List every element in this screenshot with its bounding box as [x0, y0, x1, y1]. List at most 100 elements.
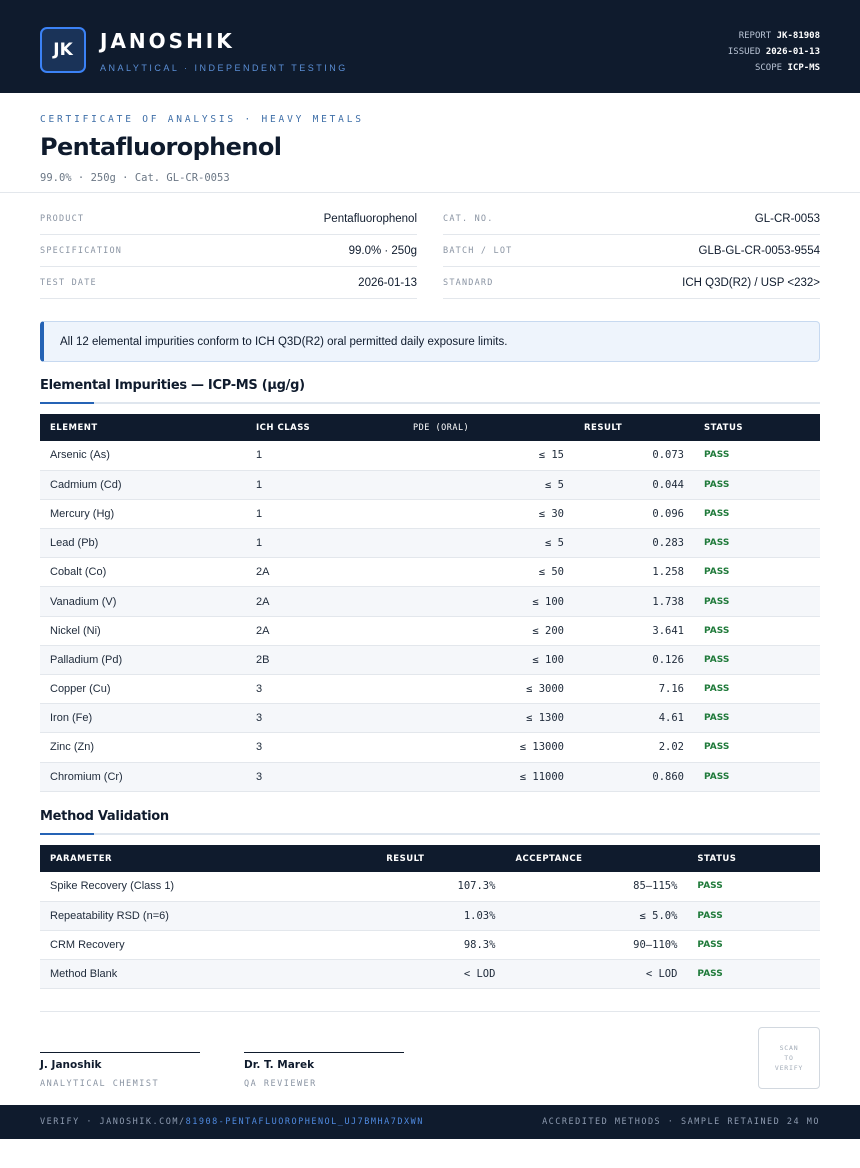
info-row: CAT. NO. GL-CR-0053: [443, 203, 820, 235]
signatory-name: Dr. T. Marek: [244, 1059, 315, 1071]
table-row: Arsenic (As) 1 ≤ 15 0.073 PASS: [40, 441, 820, 471]
info-row: STANDARD ICH Q3D(R2) / USP <232>: [443, 267, 820, 299]
element-cell: Lead (Pb): [40, 528, 246, 559]
verify-qr-placeholder[interactable]: SCAN TO VERIFY: [758, 1027, 820, 1089]
table-row: Copper (Cu) 3 ≤ 3000 7.16 PASS: [40, 674, 820, 705]
status-cell: PASS: [694, 499, 820, 530]
verify-link[interactable]: 81908-PENTAFLUOROPHENOL_UJ7BMHA7DXWN: [185, 1117, 424, 1127]
status-cell: PASS: [687, 901, 820, 931]
info-row: SPECIFICATION 99.0% · 250g: [40, 235, 417, 267]
pde-cell: ≤ 3000: [403, 674, 574, 705]
column-header: ACCEPTANCE: [515, 853, 583, 864]
result-cell: 0.073: [574, 441, 694, 471]
report-header: JK JANOSHIK ANALYTICAL · INDEPENDENT TES…: [0, 0, 860, 93]
pde-cell: ≤ 5: [403, 470, 574, 500]
table-row: Mercury (Hg) 1 ≤ 30 0.096 PASS: [40, 499, 820, 530]
section-rule-accent: [40, 402, 94, 404]
table-row: Cadmium (Cd) 1 ≤ 5 0.044 PASS: [40, 470, 820, 500]
status-cell: PASS: [694, 645, 820, 676]
report-meta: REPORT JK-81908 ISSUED 2026-01-13 SCOPE …: [728, 28, 820, 76]
brand-tagline: ANALYTICAL · INDEPENDENT TESTING: [100, 63, 348, 73]
status-cell: PASS: [694, 586, 820, 617]
status-cell: PASS: [694, 557, 820, 588]
table-row: Chromium (Cr) 3 ≤ 11000 0.860 PASS: [40, 762, 820, 792]
signature-divider: [40, 1011, 820, 1012]
status-cell: PASS: [687, 872, 820, 902]
result-cell: 1.03%: [328, 901, 506, 931]
column-header: RESULT: [386, 853, 425, 864]
table-row: Zinc (Zn) 3 ≤ 13000 2.02 PASS: [40, 732, 820, 763]
column-header: RESULT: [584, 422, 623, 433]
column-header: STATUS: [697, 853, 737, 864]
signature-block: Dr. T. Marek QA REVIEWER: [244, 1052, 404, 1089]
section-rule-accent: [40, 833, 94, 835]
brand-logo: JK: [40, 27, 86, 73]
table-row: Palladium (Pd) 2B ≤ 100 0.126 PASS: [40, 645, 820, 676]
table-row: Vanadium (V) 2A ≤ 100 1.738 PASS: [40, 586, 820, 617]
info-label: BATCH / LOT: [443, 245, 513, 256]
element-cell: Nickel (Ni): [40, 616, 246, 646]
table-row: Method Blank < LOD < LOD PASS: [40, 959, 820, 990]
element-cell: Cobalt (Co): [40, 557, 246, 588]
info-label: CAT. NO.: [443, 213, 494, 224]
ich-class-cell: 3: [246, 703, 403, 734]
element-cell: Palladium (Pd): [40, 645, 246, 676]
element-cell: Arsenic (As): [40, 441, 246, 471]
info-value: 99.0% · 250g: [348, 244, 417, 257]
ich-class-cell: 1: [246, 441, 403, 471]
qr-label-line: TO: [784, 1054, 794, 1062]
pde-cell: ≤ 13000: [403, 732, 574, 763]
pde-cell: ≤ 30: [403, 499, 574, 530]
pde-cell: ≤ 100: [403, 645, 574, 676]
signatory-role: QA REVIEWER: [244, 1079, 317, 1089]
verify-line: VERIFY · JANOSHIK.COM/81908-PENTAFLUOROP…: [40, 1117, 424, 1127]
signatory-name: J. Janoshik: [40, 1059, 102, 1071]
ich-class-cell: 3: [246, 732, 403, 763]
element-cell: Mercury (Hg): [40, 499, 246, 530]
pde-cell: ≤ 5: [403, 528, 574, 559]
result-cell: 3.641: [574, 616, 694, 646]
ich-class-cell: 1: [246, 499, 403, 530]
scope-line: SCOPE ICP-MS: [728, 60, 820, 76]
result-cell: 1.738: [574, 586, 694, 617]
result-cell: 0.126: [574, 645, 694, 676]
result-cell: 98.3%: [328, 930, 506, 961]
info-row: TEST DATE 2026-01-13: [40, 267, 417, 299]
acceptance-cell: 85–115%: [505, 872, 688, 902]
signature-block: J. Janoshik ANALYTICAL CHEMIST: [40, 1052, 200, 1089]
report-footer: VERIFY · JANOSHIK.COM/81908-PENTAFLUOROP…: [0, 1105, 860, 1139]
info-row: PRODUCT Pentafluorophenol: [40, 203, 417, 235]
validation-section-title: Method Validation: [40, 809, 169, 824]
status-cell: PASS: [687, 959, 820, 990]
qr-label-line: VERIFY: [774, 1064, 804, 1072]
result-cell: 0.096: [574, 499, 694, 530]
acceptance-cell: < LOD: [505, 959, 688, 990]
report-id-line: REPORT JK-81908: [728, 28, 820, 44]
info-label: TEST DATE: [40, 277, 97, 288]
qr-label-line: SCAN: [779, 1044, 799, 1052]
info-value: ICH Q3D(R2) / USP <232>: [682, 276, 820, 289]
table-row: Spike Recovery (Class 1) 107.3% 85–115% PAS…: [40, 872, 820, 902]
ich-class-cell: 1: [246, 470, 403, 500]
parameter-cell: Repeatability RSD (n=6): [40, 901, 329, 931]
ich-class-cell: 2A: [246, 586, 403, 617]
element-cell: Chromium (Cr): [40, 762, 246, 792]
table-header-row: PARAMETER RESULT ACCEPTANCE STATUS: [40, 845, 820, 872]
scope-value: ICP-MS: [787, 63, 820, 73]
verify-prefix: VERIFY · JANOSHIK.COM/: [40, 1117, 186, 1127]
parameter-cell: Spike Recovery (Class 1): [40, 872, 329, 902]
table-row: Repeatability RSD (n=6) 1.03% ≤ 5.0% PASS: [40, 901, 820, 931]
result-cell: 1.258: [574, 557, 694, 588]
info-row: BATCH / LOT GLB-GL-CR-0053-9554: [443, 235, 820, 267]
table-row: Cobalt (Co) 2A ≤ 50 1.258 PASS: [40, 557, 820, 588]
info-label: SPECIFICATION: [40, 245, 123, 256]
info-value: Pentafluorophenol: [323, 212, 417, 225]
status-cell: PASS: [694, 674, 820, 705]
scope-label: SCOPE: [754, 63, 783, 73]
issued-label: ISSUED: [727, 47, 761, 57]
result-cell: 4.61: [574, 703, 694, 734]
status-cell: PASS: [694, 616, 820, 646]
page-subtitle: 99.0% · 250g · Cat. GL-CR-0053: [40, 172, 230, 184]
result-cell: 107.3%: [328, 872, 506, 902]
table-row: CRM Recovery 98.3% 90–110% PASS: [40, 930, 820, 961]
